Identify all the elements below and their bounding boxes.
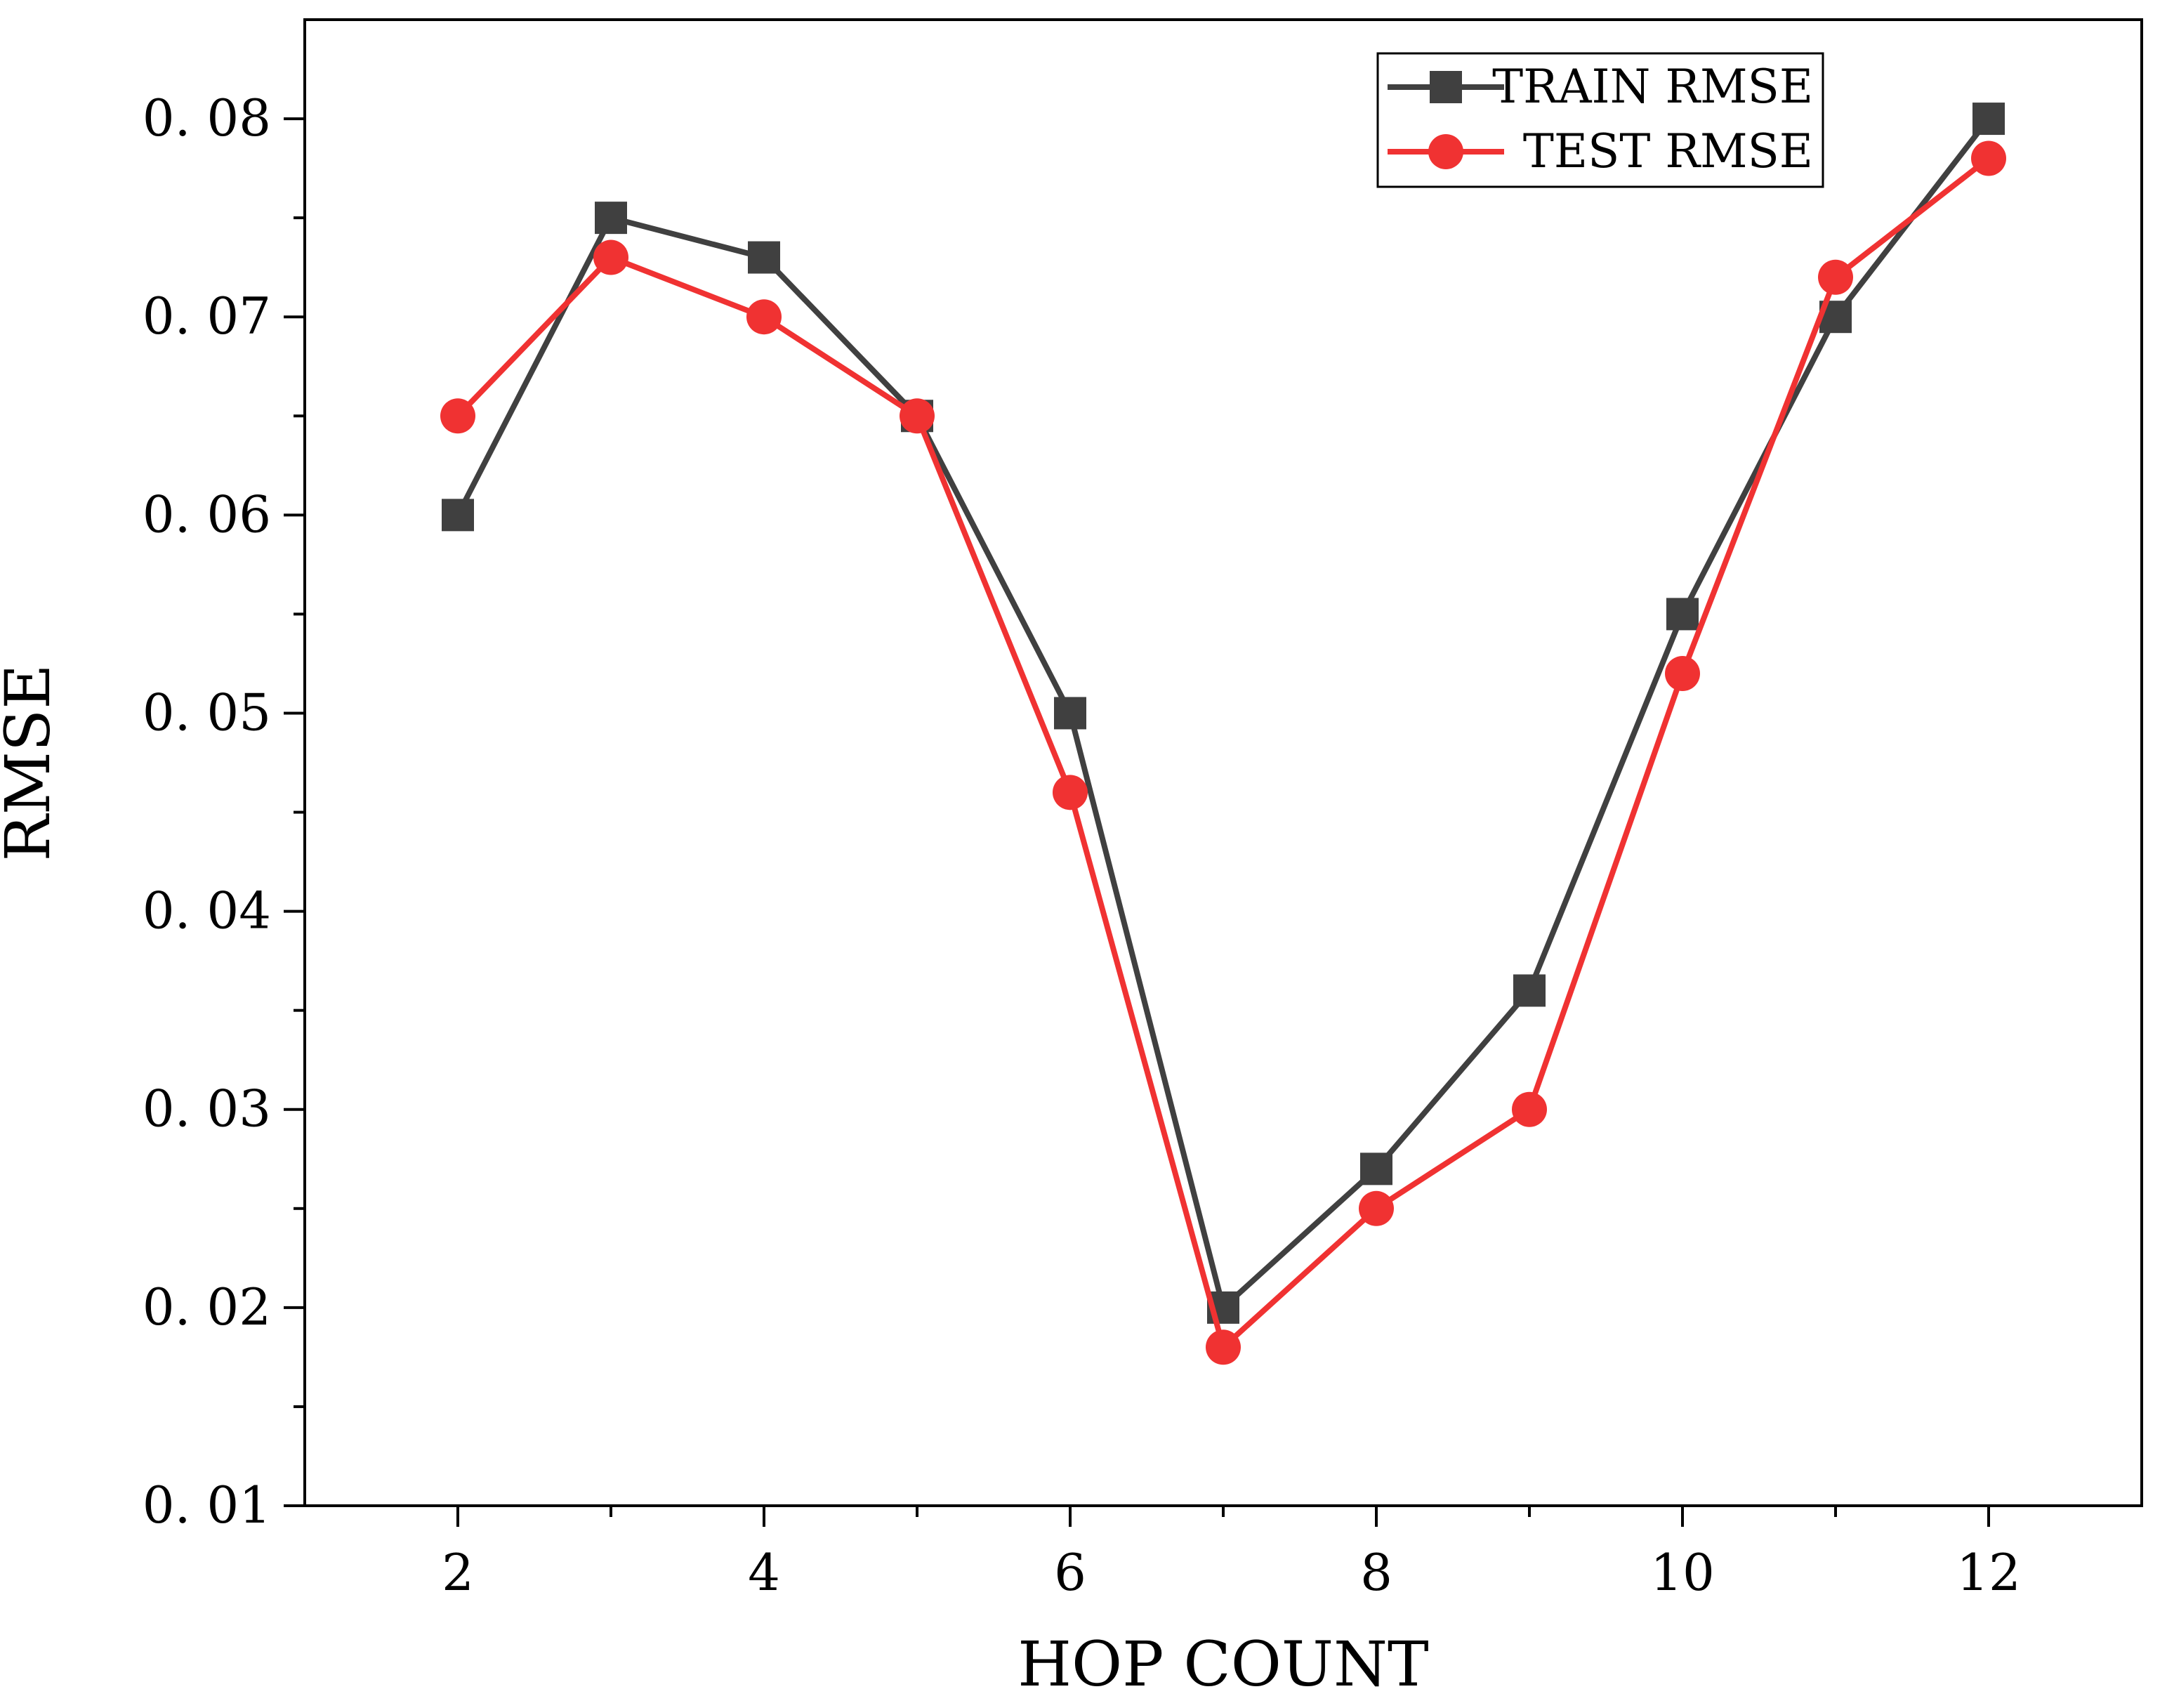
x-tick-label: 12 — [1956, 1543, 2021, 1602]
x-tick-label: 4 — [748, 1543, 780, 1602]
test-rmse-point — [1053, 775, 1088, 810]
series-1 — [440, 140, 2006, 1365]
x-tick-label: 6 — [1054, 1543, 1086, 1602]
x-tick-label: 10 — [1650, 1543, 1715, 1602]
y-tick-label: 0. 03 — [143, 1079, 271, 1138]
train-rmse-point — [442, 499, 474, 532]
legend-items: TRAIN RMSE TEST RMSE — [1388, 60, 1813, 178]
y-tick-label: 0. 05 — [143, 683, 271, 742]
legend-circle-marker — [1428, 134, 1463, 169]
x-tick-label: 2 — [442, 1543, 474, 1602]
y-tick-label: 0. 07 — [143, 287, 271, 346]
test-rmse-point — [1359, 1190, 1394, 1226]
train-rmse-point — [1360, 1152, 1392, 1185]
series-0 — [442, 103, 2005, 1324]
train-rmse-point — [1972, 103, 2005, 136]
test-rmse-point — [1206, 1329, 1241, 1365]
train-rmse-point — [1513, 974, 1546, 1007]
legend-label: TRAIN RMSE — [1492, 60, 1813, 114]
train-rmse-point — [1666, 598, 1699, 631]
train-rmse-point — [595, 202, 627, 235]
y-tick-label: 0. 06 — [143, 485, 271, 544]
legend: TRAIN RMSE TEST RMSE — [1376, 52, 1824, 188]
plot-frame — [303, 18, 2143, 1507]
y-tick-label: 0. 02 — [143, 1277, 271, 1336]
train-rmse-point — [1054, 697, 1086, 730]
ticks-layer: 2 4 6 8 10 12 0. 01 0. 02 0. 03 0. 04 0. 05 0. 06 0.… — [143, 88, 2021, 1602]
test-rmse-point — [900, 398, 935, 434]
y-axis-title: RMSE — [0, 664, 64, 862]
legend-label: TEST RMSE — [1523, 124, 1813, 178]
test-rmse-point — [1665, 656, 1700, 692]
test-rmse-point — [1818, 259, 1853, 295]
x-tick-label: 8 — [1360, 1543, 1392, 1602]
legend-square-marker — [1430, 71, 1462, 103]
legend-item-1: TEST RMSE — [1388, 124, 1813, 178]
series-layer — [440, 103, 2006, 1365]
y-tick-label: 0. 04 — [143, 881, 271, 940]
test-rmse-point — [440, 398, 475, 434]
test-rmse-point — [1512, 1091, 1547, 1127]
test-rmse-point — [1971, 140, 2006, 176]
test-rmse-point — [593, 239, 628, 275]
x-axis-title: HOP COUNT — [1017, 1628, 1428, 1700]
y-tick-label: 0. 08 — [143, 88, 271, 147]
train-rmse-point — [748, 241, 780, 274]
legend-item-0: TRAIN RMSE — [1388, 60, 1813, 114]
y-tick-label: 0. 01 — [143, 1476, 271, 1535]
test-rmse-point — [746, 299, 782, 335]
